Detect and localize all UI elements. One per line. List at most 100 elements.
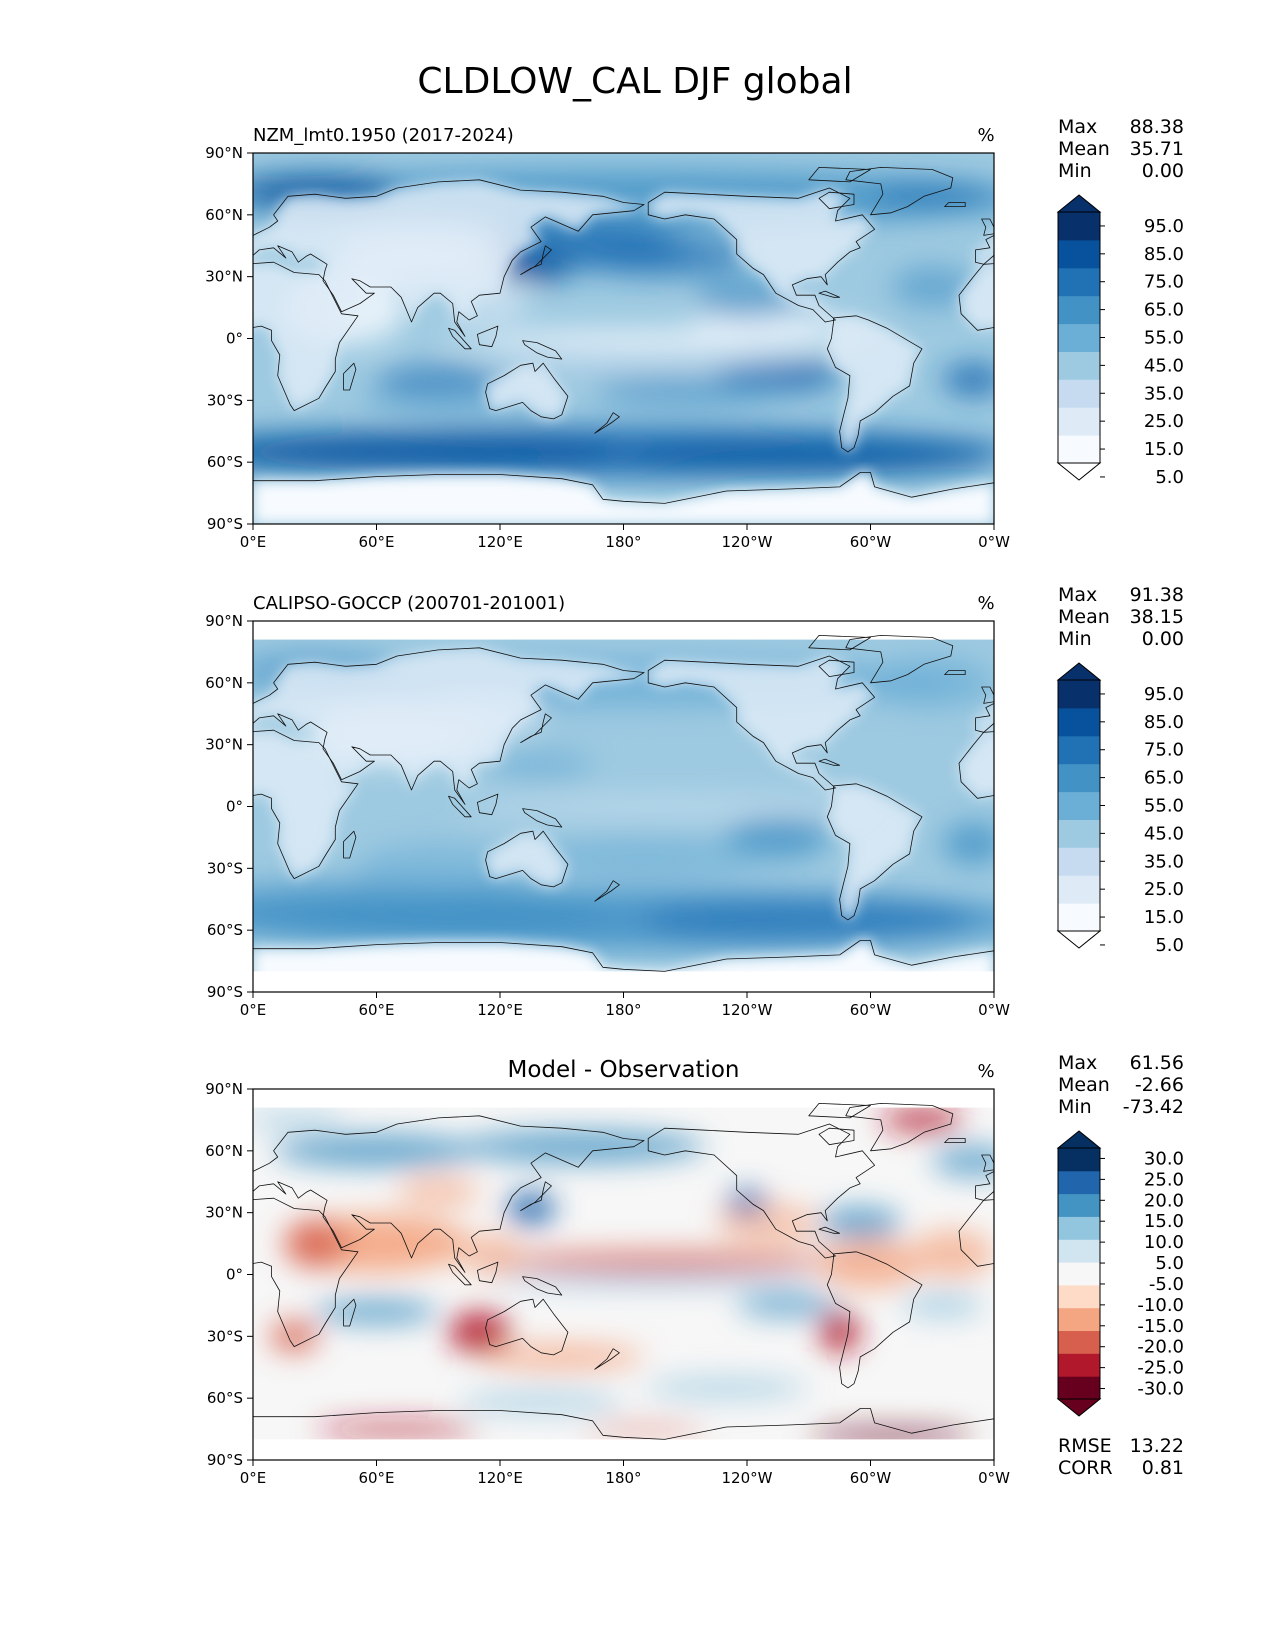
field-anomaly xyxy=(458,798,871,815)
x-tick-label: 180° xyxy=(605,1001,641,1019)
y-tick-label: 90°S xyxy=(207,1451,243,1469)
colorbar-label: 30.0 xyxy=(1144,1148,1184,1169)
coastline-new-zealand xyxy=(594,1348,620,1370)
coastline-australia xyxy=(485,1298,569,1356)
coastline-madagascar xyxy=(343,362,357,391)
stat-label: RMSE xyxy=(1058,1435,1112,1457)
field-anomaly xyxy=(479,346,809,372)
colorbar: 95.0 85.0 75.0 65.0 55.0 45.0 35.0 25.0 15.0 5.0 xyxy=(1056,194,1184,488)
x-tick-label: 180° xyxy=(605,533,641,551)
colorbar-extend-min xyxy=(1056,462,1102,481)
stat-value: 0.00 xyxy=(1142,160,1184,182)
field-anomaly xyxy=(253,880,603,939)
field-anomaly xyxy=(623,439,994,477)
coastline-new-guinea xyxy=(522,808,563,828)
land-fill-africa xyxy=(253,262,358,411)
coastline-africa xyxy=(253,729,359,879)
colorbar-label: -30.0 xyxy=(1137,1379,1184,1400)
coastline-south-america xyxy=(826,783,923,921)
y-tick-label: 90°N xyxy=(205,1080,243,1098)
units-label: % xyxy=(977,125,994,146)
colorbar-label: 55.0 xyxy=(1144,328,1184,349)
coastline-sumatra xyxy=(448,327,472,350)
stat-value: 88.38 xyxy=(1130,116,1184,138)
coastlines xyxy=(253,1103,994,1460)
colorbar-segment xyxy=(1058,267,1100,297)
stat-label: Min xyxy=(1058,628,1092,650)
colorbar-segment xyxy=(1058,707,1100,737)
stat-label: Mean xyxy=(1058,138,1110,160)
coastline-iceland xyxy=(944,1138,966,1143)
coastline-madagascar xyxy=(343,1298,357,1327)
land-fill-africa xyxy=(959,263,994,331)
field-anomaly xyxy=(356,843,521,893)
coastline-new-zealand xyxy=(594,412,620,434)
field-anomaly xyxy=(644,895,974,945)
colorbar-label: -10.0 xyxy=(1137,1295,1184,1316)
field-anomaly xyxy=(253,431,624,473)
x-tick-label: 60°E xyxy=(358,1469,394,1487)
coastline-north-america xyxy=(647,1123,875,1259)
field-anomaly xyxy=(506,1192,556,1225)
stat-label: CORR xyxy=(1058,1457,1113,1479)
field-anomaly xyxy=(582,1425,706,1434)
colorbar-label: 25.0 xyxy=(1144,879,1184,900)
stat-value: 0.00 xyxy=(1142,628,1184,650)
coastline-japan xyxy=(520,1181,552,1211)
coastline-baffin-island xyxy=(818,659,855,677)
stat-value: 91.38 xyxy=(1130,584,1184,606)
coastline-antarctica xyxy=(253,1408,994,1460)
colorbar-label: 55.0 xyxy=(1144,796,1184,817)
colorbar-segment xyxy=(1058,791,1100,820)
colorbar-segment xyxy=(1058,1330,1100,1354)
no-data-band-south xyxy=(253,1439,994,1460)
colorbar-segment xyxy=(1058,212,1100,241)
coastline-australia xyxy=(485,362,569,420)
field-anomaly xyxy=(819,1206,902,1240)
stat-value: 13.22 xyxy=(1130,1435,1184,1457)
units-label: % xyxy=(977,1061,994,1082)
stat-value: 61.56 xyxy=(1130,1052,1184,1074)
colorbar-label: 15.0 xyxy=(1144,907,1184,928)
x-tick-label: 120°W xyxy=(722,1001,773,1019)
field-anomaly xyxy=(314,1422,480,1436)
y-tick-label: 0° xyxy=(226,1266,243,1284)
stat-label: Mean xyxy=(1058,606,1110,628)
coastline-antarctica xyxy=(253,940,994,992)
colorbar-label: 25.0 xyxy=(1144,411,1184,432)
land-fill-northAmerica xyxy=(648,188,875,322)
y-tick-label: 30°S xyxy=(207,391,243,409)
y-tick-label: 30°S xyxy=(207,859,243,877)
map-field xyxy=(253,621,994,992)
stat-value: -2.66 xyxy=(1135,1074,1184,1096)
field-anomaly xyxy=(808,1429,974,1442)
land-fill-europeAsia xyxy=(253,647,645,805)
land-fill-antarctica xyxy=(253,472,994,524)
coastline-british-isles xyxy=(981,218,994,236)
stat-label: Max xyxy=(1058,584,1097,606)
field-anomaly xyxy=(726,1190,768,1215)
colorbar-segment xyxy=(1058,735,1100,765)
no-data-band-south xyxy=(253,971,994,992)
field-anomaly xyxy=(479,1344,645,1370)
colorbar-label: -5.0 xyxy=(1149,1274,1184,1295)
field-anomaly xyxy=(932,1144,994,1178)
colorbar-segment xyxy=(1058,763,1100,793)
field-anomaly xyxy=(942,363,994,397)
x-tick-label: 60°E xyxy=(358,533,394,551)
coastline-new-guinea xyxy=(522,1276,563,1296)
x-tick-label: 120°E xyxy=(477,533,523,551)
x-tick-label: 120°W xyxy=(722,533,773,551)
field-anomaly xyxy=(644,1375,809,1401)
x-tick-label: 0°E xyxy=(240,1001,267,1019)
y-tick-label: 60°N xyxy=(205,674,243,692)
coastline-greenland xyxy=(845,635,954,684)
units-label: % xyxy=(977,593,994,614)
coastline-sumatra xyxy=(448,795,472,818)
x-tick-label: 60°W xyxy=(850,1001,892,1019)
coastline-british-isles xyxy=(981,1154,994,1172)
coastline-borneo xyxy=(477,325,499,348)
y-tick-label: 90°N xyxy=(205,612,243,630)
field-anomaly xyxy=(489,748,593,782)
